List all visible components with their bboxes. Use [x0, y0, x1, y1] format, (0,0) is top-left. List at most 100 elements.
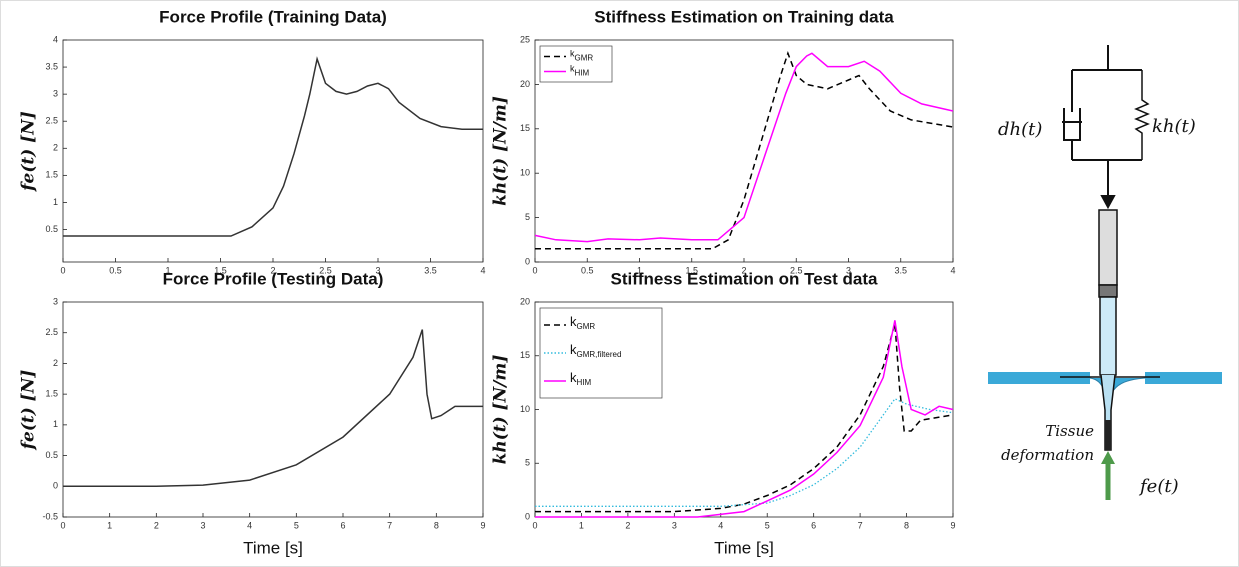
x-tick-label: 2: [270, 265, 275, 275]
x-tick-label: 6: [340, 520, 345, 530]
series-line: [535, 397, 954, 507]
legend-label: kGMR: [570, 49, 593, 63]
arrow-head: [1100, 195, 1116, 210]
x-tick-label: 7: [858, 520, 863, 530]
legend-box: [539, 45, 613, 83]
x-tick-label: 3: [846, 265, 851, 275]
chart-title: Stiffness Estimation on Training data: [594, 7, 894, 26]
legend-label: kGMR,filtered: [570, 342, 621, 359]
x-tick-label: 3: [375, 265, 380, 275]
x-tick-label: 0.5: [581, 265, 594, 275]
needle-body: [1099, 296, 1117, 376]
x-tick-label: 4: [718, 520, 723, 530]
y-tick-label: 15: [520, 350, 530, 360]
tissue: [988, 372, 1090, 384]
tissue-label: deformation: [1001, 446, 1094, 464]
x-axis-label: Time [s]: [714, 538, 774, 557]
y-tick-label: 10: [520, 168, 530, 178]
x-tick-label: 2: [154, 520, 159, 530]
x-tick-label: 1.5: [685, 265, 698, 275]
x-tick-label: 4: [480, 265, 485, 275]
x-tick-label: 2.5: [790, 265, 803, 275]
series-line: [535, 51, 954, 250]
needle: [1098, 209, 1118, 286]
x-tick-label: 5: [294, 520, 299, 530]
x-tick-label: 2.5: [319, 265, 332, 275]
chart-title: Force Profile (Testing Data): [163, 269, 384, 288]
y-axis-label: kh(t) [N/m]: [491, 355, 511, 465]
plot-area: [62, 301, 484, 518]
x-tick-label: 2: [625, 520, 630, 530]
tissue-label: Tissue: [1045, 422, 1094, 440]
x-tick-label: 3: [672, 520, 677, 530]
series-line: [63, 329, 483, 488]
y-tick-label: -0.5: [42, 511, 58, 521]
x-tick-label: 5: [765, 520, 770, 530]
x-tick-label: 1: [107, 520, 112, 530]
y-axis-label: fe(t) [N]: [19, 370, 39, 451]
x-tick-label: 3.5: [894, 265, 907, 275]
damper-label: dh(t): [998, 119, 1042, 140]
plot-area: [62, 39, 484, 263]
x-tick-label: 9: [480, 520, 485, 530]
chart-title: Stiffness Estimation on Test data: [610, 269, 878, 288]
x-tick-label: 0: [532, 520, 537, 530]
x-tick-label: 0.5: [109, 265, 122, 275]
x-tick-label: 7: [387, 520, 392, 530]
x-tick-label: 3.5: [424, 265, 437, 275]
y-tick-label: 0: [53, 481, 58, 491]
legend-label: kHIM: [570, 64, 590, 78]
x-tick-label: 0: [60, 520, 65, 530]
diagram: [988, 45, 1222, 500]
y-tick-label: 5: [525, 458, 530, 468]
y-tick-label: 25: [520, 34, 530, 44]
x-tick-label: 1: [637, 265, 642, 275]
y-tick-label: 3.5: [45, 61, 58, 71]
x-tick-label: 3: [200, 520, 205, 530]
x-tick-label: 8: [434, 520, 439, 530]
y-tick-label: 0.5: [45, 224, 58, 234]
x-axis-label: Time [s]: [243, 538, 303, 557]
y-tick-label: 20: [520, 296, 530, 306]
y-tick-label: 2.5: [45, 116, 58, 126]
x-tick-label: 1: [165, 265, 170, 275]
x-tick-label: 1: [579, 520, 584, 530]
y-tick-label: 1: [53, 197, 58, 207]
damper: [1062, 70, 1082, 160]
chart-title: Force Profile (Training Data): [159, 7, 387, 26]
legend-label: kGMR: [570, 314, 595, 331]
force-arrow-head: [1101, 451, 1115, 464]
legend-box: [539, 307, 663, 399]
y-tick-label: 2: [53, 358, 58, 368]
y-tick-label: 0: [525, 511, 530, 521]
x-tick-label: 2: [741, 265, 746, 275]
tissue: [1145, 372, 1222, 384]
y-tick-label: 3: [53, 296, 58, 306]
y-tick-label: 3: [53, 89, 58, 99]
series-line: [534, 52, 954, 243]
y-axis-label: kh(t) [N/m]: [491, 96, 511, 206]
y-tick-label: 2: [53, 143, 58, 153]
needle-end: [1105, 420, 1111, 450]
y-tick-label: 15: [520, 123, 530, 133]
y-tick-label: 1: [53, 419, 58, 429]
x-tick-label: 6: [811, 520, 816, 530]
x-tick-label: 9: [950, 520, 955, 530]
series-line: [63, 56, 483, 237]
y-tick-label: 0.5: [45, 450, 58, 460]
y-tick-label: 0: [525, 256, 530, 266]
y-tick-label: 20: [520, 79, 530, 89]
force-label: fe(t): [1138, 476, 1179, 497]
x-tick-label: 0: [532, 265, 537, 275]
y-tick-label: 1.5: [45, 170, 58, 180]
x-tick-label: 0: [60, 265, 65, 275]
y-tick-label: 2.5: [45, 327, 58, 337]
x-tick-label: 8: [904, 520, 909, 530]
y-tick-label: 1.5: [45, 389, 58, 399]
x-tick-label: 4: [950, 265, 955, 275]
y-tick-label: 5: [525, 212, 530, 222]
y-tick-label: 10: [520, 404, 530, 414]
y-axis-label: fe(t) [N]: [19, 111, 39, 192]
series-line: [535, 320, 954, 518]
